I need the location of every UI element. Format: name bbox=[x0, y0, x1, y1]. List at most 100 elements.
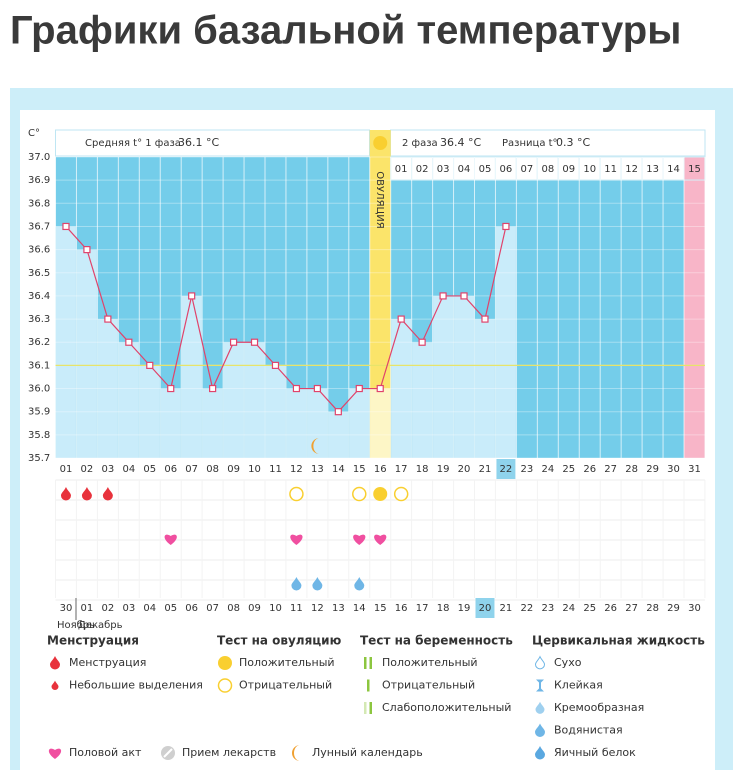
menstruation-icon bbox=[102, 487, 113, 501]
y-tick-label: 36.4 bbox=[28, 291, 50, 302]
medicine-icon bbox=[163, 748, 173, 758]
pregnancy-icon bbox=[364, 702, 367, 714]
temperature-point bbox=[481, 315, 489, 323]
phase1-label: Средняя t° 1 фаза bbox=[85, 138, 181, 149]
phase2-day: 07 bbox=[521, 164, 534, 175]
pink-column bbox=[684, 157, 705, 458]
date-label: 19 bbox=[458, 603, 471, 614]
temperature-point bbox=[209, 384, 217, 393]
legend-label: Прием лекарств bbox=[182, 746, 276, 759]
temperature-bar bbox=[328, 411, 349, 458]
phase2-day: 04 bbox=[458, 164, 471, 175]
temperature-point bbox=[146, 361, 154, 369]
phase2-day: 12 bbox=[625, 164, 638, 175]
x-tick-label: 02 bbox=[81, 464, 94, 475]
moon-icon bbox=[311, 438, 320, 454]
phase2-day: 05 bbox=[479, 164, 492, 175]
month-label: Декабрь bbox=[78, 620, 123, 631]
date-label: 09 bbox=[248, 603, 261, 614]
date-label: 08 bbox=[227, 603, 240, 614]
spotting-icon bbox=[51, 680, 59, 691]
ovulation-negative-icon bbox=[393, 486, 409, 502]
x-tick-label: 03 bbox=[102, 464, 115, 475]
temperature-bar bbox=[391, 319, 412, 458]
menstruation-icon bbox=[81, 487, 92, 501]
y-tick-label: 36.8 bbox=[28, 198, 50, 209]
phase2-day: 02 bbox=[416, 164, 429, 175]
temperature-point bbox=[125, 338, 133, 346]
x-tick-label: 27 bbox=[604, 464, 617, 475]
temperature-bar bbox=[265, 365, 286, 458]
temperature-point bbox=[167, 384, 175, 393]
temperature-line bbox=[65, 226, 507, 413]
date-label: 18 bbox=[437, 603, 450, 614]
heart-icon bbox=[48, 748, 62, 759]
ovulation-negative-icon bbox=[352, 486, 367, 502]
legend-label: Положительный bbox=[382, 656, 478, 669]
x-tick-label: 13 bbox=[311, 464, 324, 475]
date-label: 14 bbox=[353, 603, 366, 614]
date-label: 27 bbox=[625, 603, 638, 614]
phase2-day: 08 bbox=[541, 164, 554, 175]
y-tick-label: 36.7 bbox=[28, 221, 50, 232]
date-label: 20 bbox=[479, 603, 492, 614]
x-tick-label: 22 bbox=[500, 464, 513, 475]
x-tick-label: 20 bbox=[458, 464, 471, 475]
date-label: 24 bbox=[562, 603, 575, 614]
y-tick-label: 35.8 bbox=[28, 430, 50, 441]
ovulation-sun bbox=[373, 136, 388, 150]
temperature-bar bbox=[475, 319, 495, 458]
date-label: 05 bbox=[164, 603, 177, 614]
x-tick-label: 11 bbox=[269, 464, 282, 475]
highlight-date bbox=[475, 598, 495, 618]
date-label: 12 bbox=[311, 603, 324, 614]
temperature-point bbox=[460, 292, 468, 300]
temperature-bar bbox=[202, 388, 223, 458]
pregnancy-icon bbox=[369, 657, 372, 669]
legend-label: Половой акт bbox=[69, 746, 142, 759]
y-tick-label: 35.7 bbox=[28, 453, 50, 464]
page-title: Графики базальной температуры bbox=[10, 9, 681, 53]
temperature-point bbox=[313, 384, 321, 393]
date-label: 06 bbox=[185, 603, 198, 614]
x-tick-label: 08 bbox=[206, 464, 219, 475]
y-tick-label: 35.9 bbox=[28, 407, 50, 418]
moon-icon bbox=[292, 745, 300, 761]
fluid-icon bbox=[291, 577, 302, 591]
pregnancy-icon bbox=[364, 657, 367, 669]
x-tick-label: 23 bbox=[521, 464, 534, 475]
y-unit: C° bbox=[28, 128, 40, 139]
fluid-icon bbox=[535, 701, 545, 714]
temperature-bar bbox=[56, 226, 76, 458]
heart-icon bbox=[290, 534, 303, 545]
phase2-day: 15 bbox=[688, 164, 701, 175]
temperature-bar bbox=[97, 319, 118, 458]
legend-label: Положительный bbox=[239, 656, 335, 669]
temperature-point bbox=[334, 408, 342, 416]
diff-value: 0.3 °C bbox=[556, 136, 590, 149]
legend-label: Слабоположительный bbox=[382, 701, 511, 714]
date-label: 25 bbox=[583, 603, 596, 614]
legend-label: Сухо bbox=[554, 656, 582, 669]
date-label: 01 bbox=[81, 603, 94, 614]
legend-title: Цервикальная жидкость bbox=[532, 634, 705, 648]
date-label: 15 bbox=[374, 603, 387, 614]
date-label: 02 bbox=[102, 603, 115, 614]
x-tick-label: 29 bbox=[646, 464, 659, 475]
temperature-bar bbox=[139, 365, 160, 458]
temperature-point bbox=[188, 292, 196, 300]
ovulation-positive-icon bbox=[218, 656, 232, 670]
temperature-point bbox=[62, 222, 70, 231]
date-label: 11 bbox=[290, 603, 303, 614]
y-tick-label: 36.3 bbox=[28, 314, 50, 325]
temperature-bar bbox=[495, 226, 516, 458]
x-tick-label: 21 bbox=[479, 464, 492, 475]
phase1-box bbox=[55, 129, 370, 157]
temperature-point bbox=[502, 222, 510, 231]
temperature-bar bbox=[433, 295, 454, 458]
legend-title: Тест на беременность bbox=[360, 634, 513, 648]
temperature-point bbox=[83, 246, 91, 254]
y-tick-label: 36.9 bbox=[28, 175, 50, 186]
fluid-icon bbox=[535, 723, 545, 737]
